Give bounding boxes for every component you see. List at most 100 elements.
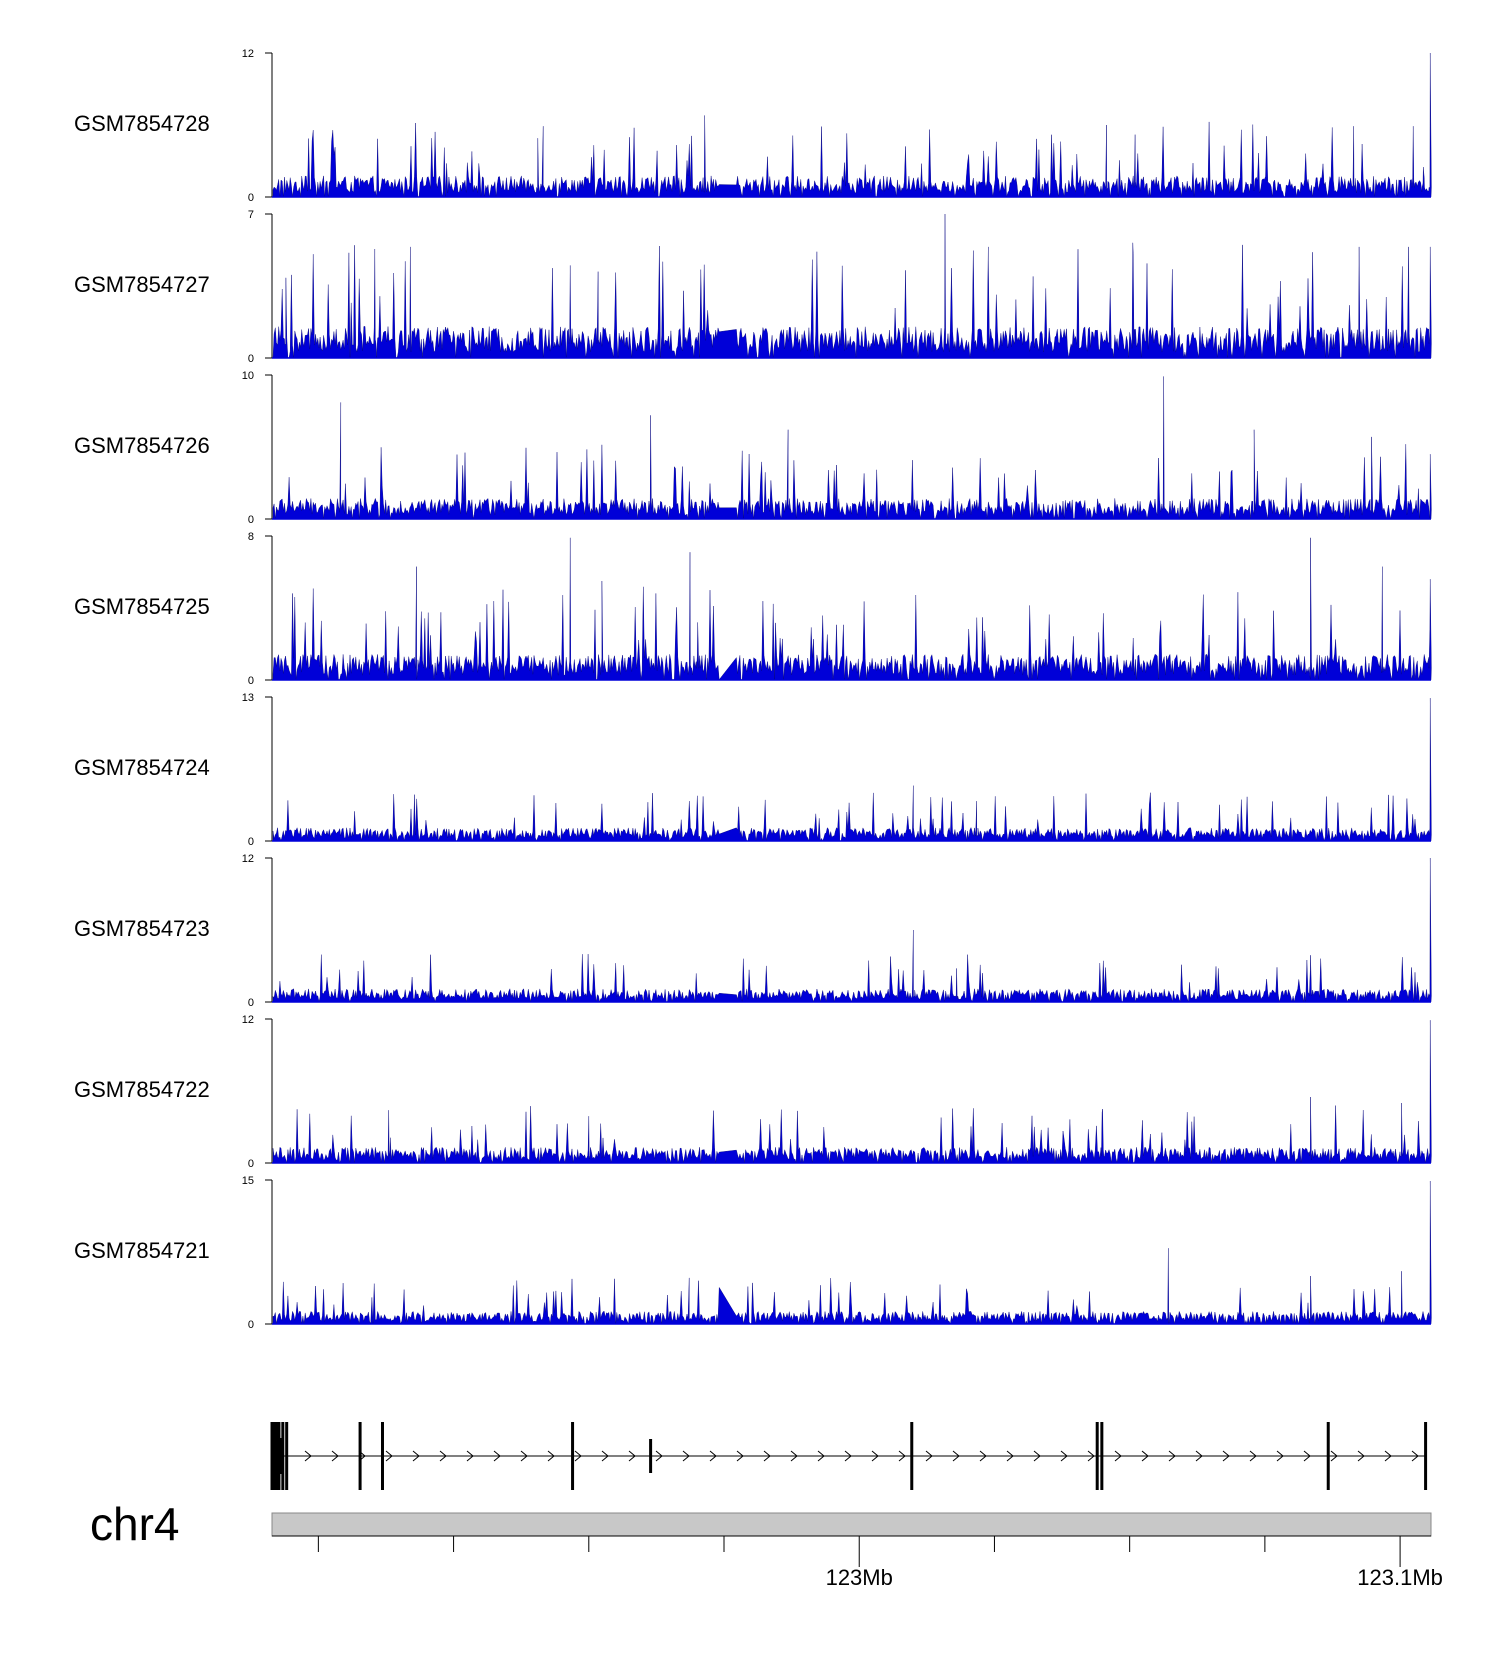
chromosome-label: chr4 <box>90 1498 179 1550</box>
strand-arrow <box>520 1450 528 1462</box>
signal-area <box>272 213 1432 359</box>
strand-arrow <box>1087 1450 1095 1462</box>
exon-mark <box>281 1422 285 1490</box>
signal-tracks: GSM7854728120GSM785472770GSM7854726100GS… <box>74 48 1432 1331</box>
strand-arrow <box>844 1450 852 1462</box>
y-tick-label: 13 <box>242 692 254 704</box>
track-GSM7854721: GSM7854721 15 0 <box>74 1175 1432 1331</box>
track-GSM7854724: GSM7854724 13 0 <box>74 692 1432 848</box>
track-GSM7854723: GSM7854723 12 0 <box>74 853 1432 1009</box>
strand-arrow <box>736 1450 744 1462</box>
strand-arrow <box>1195 1450 1203 1462</box>
y-tick-label: 0 <box>248 1319 254 1331</box>
exon-mark <box>358 1422 362 1490</box>
strand-arrow <box>628 1450 636 1462</box>
signal-area <box>272 857 1432 1003</box>
strand-arrow <box>1168 1450 1176 1462</box>
exon-mark <box>910 1422 914 1490</box>
signal-area <box>272 52 1432 198</box>
track-label: GSM7854723 <box>74 916 210 941</box>
signal-area <box>272 537 1432 681</box>
strand-arrow <box>385 1450 393 1462</box>
track-label: GSM7854725 <box>74 594 210 619</box>
signal-area <box>272 1020 1432 1164</box>
exon-mark <box>270 1422 274 1490</box>
x-tick-label: 123Mb <box>826 1565 893 1590</box>
y-tick-label: 0 <box>248 1158 254 1170</box>
strand-arrow <box>925 1450 933 1462</box>
strand-arrow <box>1060 1450 1068 1462</box>
exon-mark <box>1424 1422 1428 1490</box>
ideogram-bar <box>271 1512 1432 1537</box>
exon-mark <box>272 1422 276 1490</box>
track-GSM7854728: GSM7854728 12 0 <box>74 48 1432 204</box>
strand-arrow <box>439 1450 447 1462</box>
track-label: GSM7854728 <box>74 111 210 136</box>
strand-arrow <box>1384 1450 1392 1462</box>
strand-arrow <box>790 1450 798 1462</box>
strand-arrow <box>871 1450 879 1462</box>
y-tick-label: 0 <box>248 997 254 1009</box>
exon-mark <box>380 1422 384 1490</box>
exon-mark <box>1095 1422 1099 1490</box>
genomic-axis: 123Mb 123.1Mb <box>272 1535 1443 1590</box>
strand-arrow <box>601 1450 609 1462</box>
track-label: GSM7854726 <box>74 433 210 458</box>
track-label: GSM7854724 <box>74 755 210 780</box>
y-tick-label: 0 <box>248 675 254 687</box>
y-tick-label: 12 <box>242 48 254 60</box>
track-GSM7854726: GSM7854726 10 0 <box>74 370 1432 526</box>
strand-arrow <box>682 1450 690 1462</box>
track-GSM7854727: GSM7854727 7 0 <box>74 209 1432 365</box>
y-tick-label: 15 <box>242 1175 254 1187</box>
y-tick-label: 10 <box>242 370 254 382</box>
strand-arrow <box>1222 1450 1230 1462</box>
strand-arrow <box>1357 1450 1365 1462</box>
y-tick-label: 12 <box>242 1014 254 1026</box>
exon-mark <box>1326 1422 1330 1490</box>
y-tick-label: 7 <box>248 209 254 221</box>
exon-mark <box>1100 1422 1104 1490</box>
gene-model-track <box>270 1422 1428 1490</box>
strand-arrow <box>817 1450 825 1462</box>
strand-arrow <box>1114 1450 1122 1462</box>
strand-arrow <box>304 1450 312 1462</box>
y-tick-label: 0 <box>248 192 254 204</box>
signal-area <box>272 1180 1432 1325</box>
track-GSM7854725: GSM7854725 8 0 <box>74 531 1432 687</box>
exon-mark <box>571 1422 575 1490</box>
strand-arrow <box>1276 1450 1284 1462</box>
strand-arrow <box>493 1450 501 1462</box>
strand-arrow <box>547 1450 555 1462</box>
y-tick-label: 0 <box>248 353 254 365</box>
exon-block <box>274 1438 283 1474</box>
track-label: GSM7854722 <box>74 1077 210 1102</box>
track-GSM7854722: GSM7854722 12 0 <box>74 1014 1432 1170</box>
strand-arrow <box>1303 1450 1311 1462</box>
strand-arrow <box>1141 1450 1149 1462</box>
signal-area <box>272 698 1432 842</box>
strand-arrow <box>655 1450 663 1462</box>
strand-arrow <box>979 1450 987 1462</box>
y-tick-label: 0 <box>248 514 254 526</box>
strand-arrow <box>1249 1450 1257 1462</box>
strand-arrow <box>898 1450 906 1462</box>
exon-mark <box>649 1439 653 1473</box>
signal-area <box>272 376 1432 520</box>
y-tick-label: 12 <box>242 853 254 865</box>
chromosome-ideogram: chr4 <box>90 1498 1432 1550</box>
track-label: GSM7854727 <box>74 272 210 297</box>
x-tick-label: 123.1Mb <box>1357 1565 1443 1590</box>
y-tick-label: 8 <box>248 531 254 543</box>
exon-mark <box>285 1422 289 1490</box>
strand-arrow <box>763 1450 771 1462</box>
y-tick-label: 0 <box>248 836 254 848</box>
strand-arrow <box>412 1450 420 1462</box>
strand-arrow <box>952 1450 960 1462</box>
strand-arrow <box>466 1450 474 1462</box>
strand-arrow <box>331 1450 339 1462</box>
strand-arrow <box>574 1450 582 1462</box>
strand-arrow <box>1006 1450 1014 1462</box>
strand-arrow <box>1411 1450 1419 1462</box>
